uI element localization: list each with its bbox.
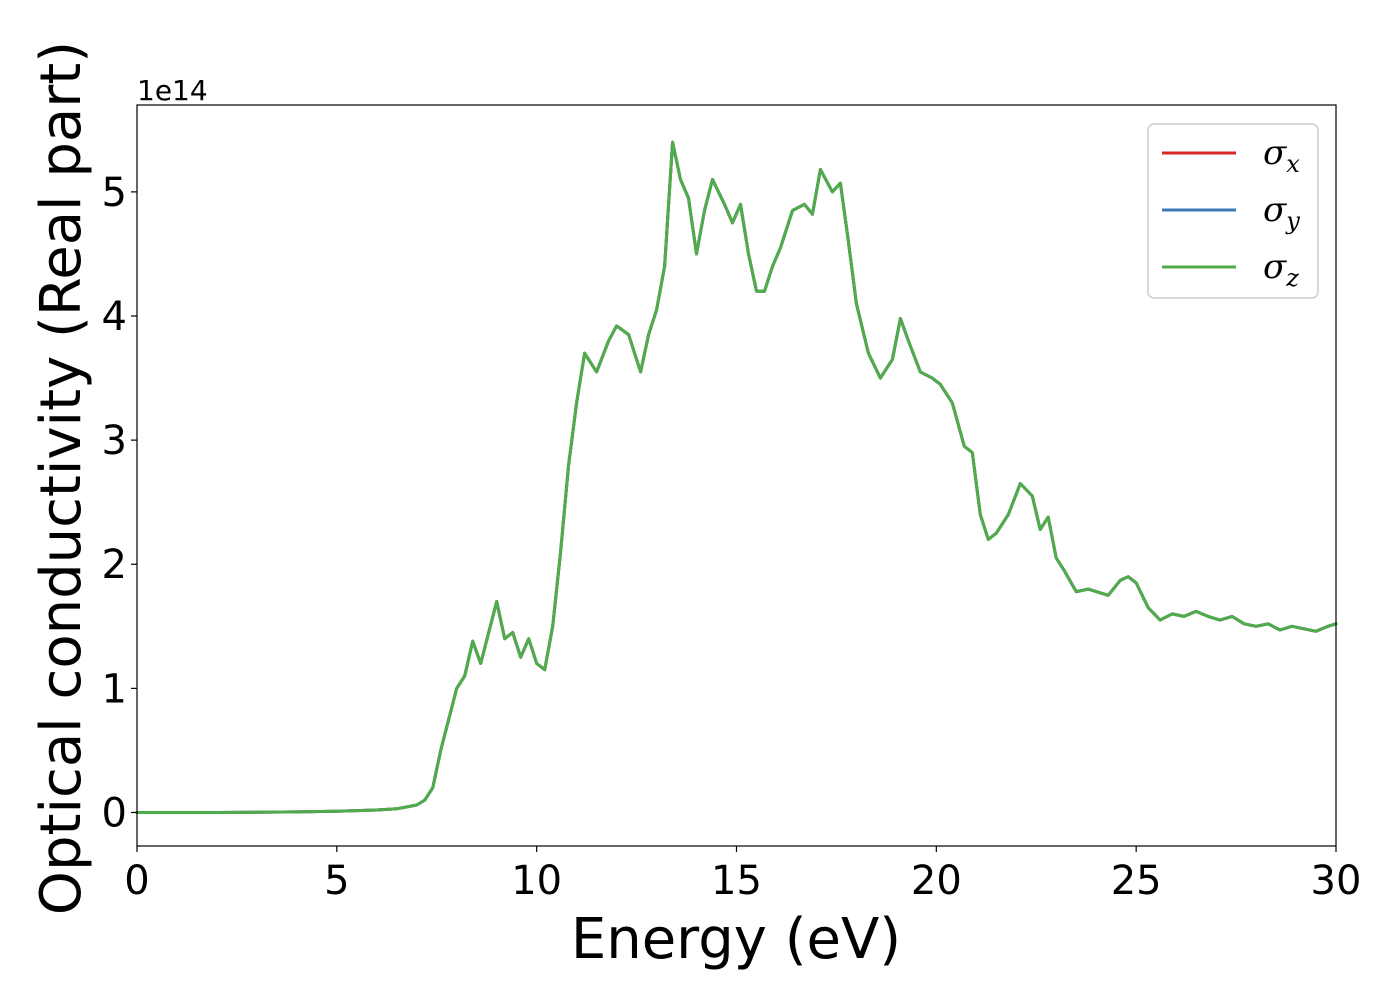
x-tick-label: 5: [324, 858, 349, 904]
y-offset-label: 1e14: [137, 74, 208, 107]
y-tick-label: 0: [102, 790, 127, 836]
x-axis-title: Energy (eV): [571, 907, 901, 972]
y-tick-label: 4: [102, 294, 127, 340]
plot-lines: [135, 140, 1338, 814]
y-tick-label: 1: [102, 666, 127, 712]
x-axis-ticks: 0 5 10 15 20 25 30: [124, 846, 1361, 904]
y-axis-ticks: 0 1 2 3 4 5: [102, 170, 137, 836]
y-tick-label: 5: [102, 170, 127, 216]
y-tick-label: 2: [102, 542, 127, 588]
x-tick-label: 10: [511, 858, 562, 904]
x-tick-label: 15: [711, 858, 762, 904]
x-tick-label: 20: [911, 858, 962, 904]
x-tick-label: 30: [1311, 858, 1362, 904]
y-axis-title: Optical conductivity (Real part): [29, 41, 94, 915]
y-tick-label: 3: [102, 418, 127, 464]
series-line-z: [135, 140, 1338, 814]
x-tick-label: 0: [124, 858, 149, 904]
x-tick-label: 25: [1111, 858, 1162, 904]
